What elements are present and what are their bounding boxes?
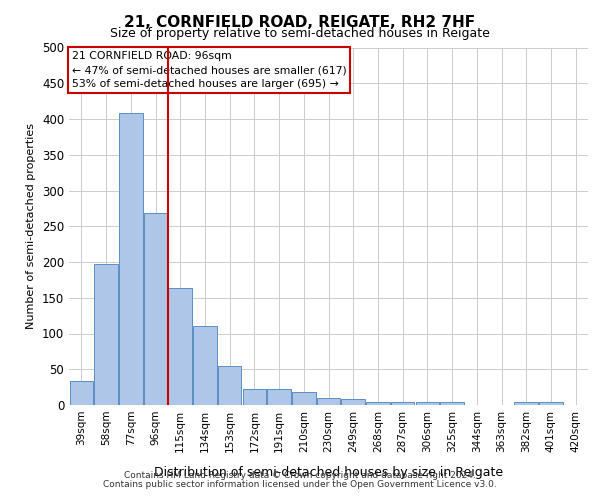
Bar (341, 398, 365, 405)
Bar (94, 264, 118, 405)
Text: Size of property relative to semi-detached houses in Reigate: Size of property relative to semi-detach… (110, 28, 490, 40)
Bar (440, 402, 464, 405)
Bar (218, 366, 241, 405)
Bar (70, 382, 93, 405)
X-axis label: Distribution of semi-detached houses by size in Reigate: Distribution of semi-detached houses by … (154, 466, 503, 479)
Bar (416, 402, 439, 405)
Text: Contains public sector information licensed under the Open Government Licence v3: Contains public sector information licen… (103, 480, 497, 489)
Text: Contains HM Land Registry data © Crown copyright and database right 2024.: Contains HM Land Registry data © Crown c… (124, 471, 476, 480)
Bar (193, 326, 217, 405)
Bar (391, 402, 415, 405)
Text: 21, CORNFIELD ROAD, REIGATE, RH2 7HF: 21, CORNFIELD ROAD, REIGATE, RH2 7HF (124, 15, 476, 30)
Bar (144, 214, 167, 405)
Text: 21 CORNFIELD ROAD: 96sqm
← 47% of semi-detached houses are smaller (617)
53% of : 21 CORNFIELD ROAD: 96sqm ← 47% of semi-d… (71, 51, 346, 89)
Bar (268, 390, 291, 405)
Bar (169, 288, 192, 405)
Bar (539, 402, 563, 405)
Bar (317, 398, 340, 405)
Bar (242, 388, 266, 405)
Bar (292, 392, 316, 405)
Y-axis label: Number of semi-detached properties: Number of semi-detached properties (26, 123, 37, 329)
Bar (366, 402, 389, 405)
Bar (119, 114, 143, 405)
Bar (514, 402, 538, 405)
